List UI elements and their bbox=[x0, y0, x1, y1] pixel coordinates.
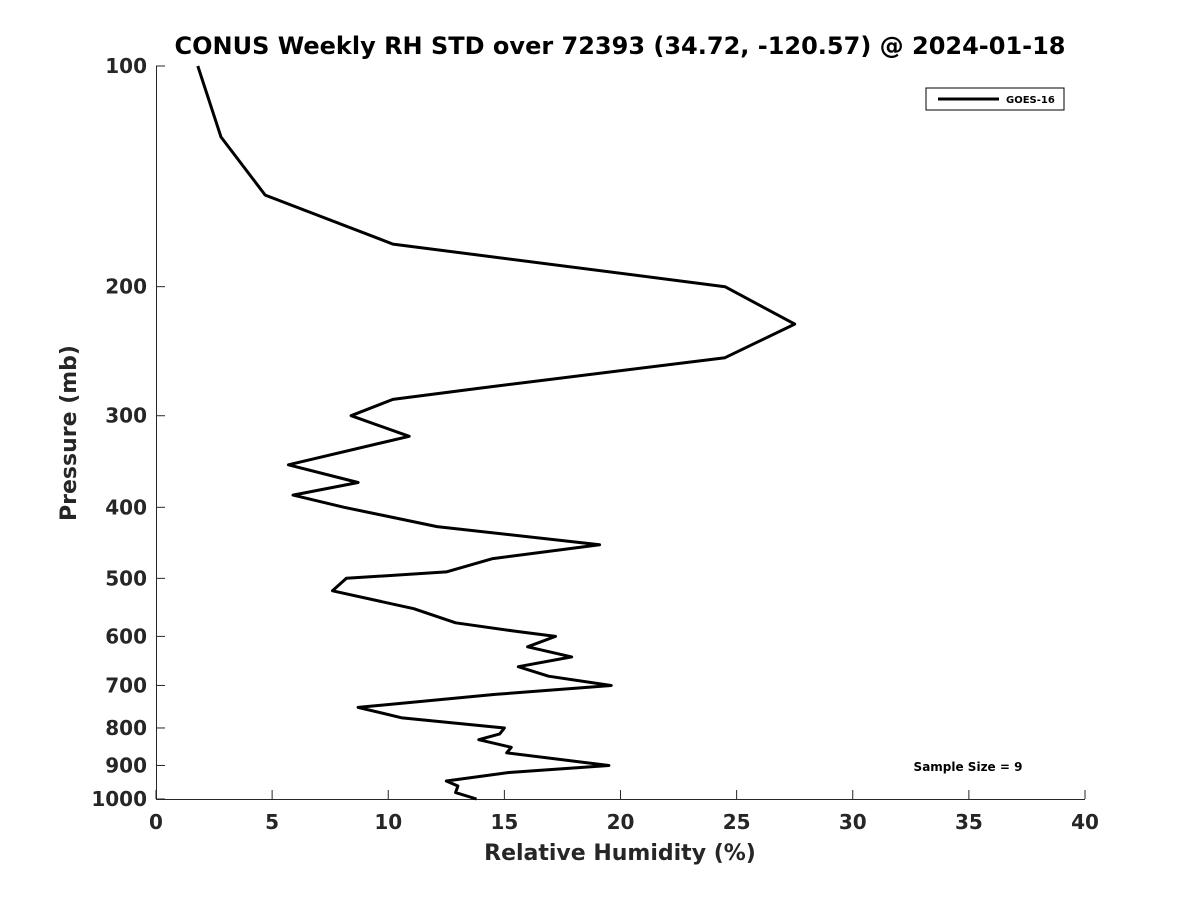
y-tick-label: 400 bbox=[105, 495, 147, 519]
sample-size-annotation: Sample Size = 9 bbox=[914, 760, 1023, 774]
series-line-goes-16 bbox=[196, 65, 797, 801]
y-tick-label: 900 bbox=[105, 753, 147, 777]
y-tick-label: 800 bbox=[105, 716, 147, 740]
y-tick-label: 600 bbox=[105, 624, 147, 648]
y-axis-label: Pressure (mb) bbox=[57, 345, 82, 521]
y-ticks: 100 200 300 400 500 600 700 800 900 1000 bbox=[91, 54, 165, 811]
x-axis-label: Relative Humidity (%) bbox=[484, 841, 756, 866]
x-tick-label: 35 bbox=[955, 810, 983, 834]
x-tick-label: 30 bbox=[839, 810, 867, 834]
y-tick-label: 500 bbox=[105, 566, 147, 590]
y-tick-label: 100 bbox=[105, 54, 147, 78]
x-tick-label: 0 bbox=[149, 810, 163, 834]
x-tick-label: 25 bbox=[723, 810, 751, 834]
x-tick-label: 5 bbox=[265, 810, 279, 834]
y-tick-label: 200 bbox=[105, 275, 147, 299]
x-ticks: 0 5 10 15 20 25 30 35 40 bbox=[149, 790, 1099, 834]
chart-title: CONUS Weekly RH STD over 72393 (34.72, -… bbox=[174, 32, 1065, 60]
x-tick-label: 40 bbox=[1071, 810, 1099, 834]
y-tick-label: 300 bbox=[105, 404, 147, 428]
x-tick-label: 10 bbox=[374, 810, 402, 834]
legend-label: GOES-16 bbox=[1006, 95, 1055, 106]
y-tick-label: 700 bbox=[105, 673, 147, 697]
x-tick-label: 20 bbox=[607, 810, 635, 834]
legend: GOES-16 bbox=[925, 87, 1065, 111]
x-tick-label: 15 bbox=[490, 810, 518, 834]
y-tick-label: 1000 bbox=[91, 787, 147, 811]
